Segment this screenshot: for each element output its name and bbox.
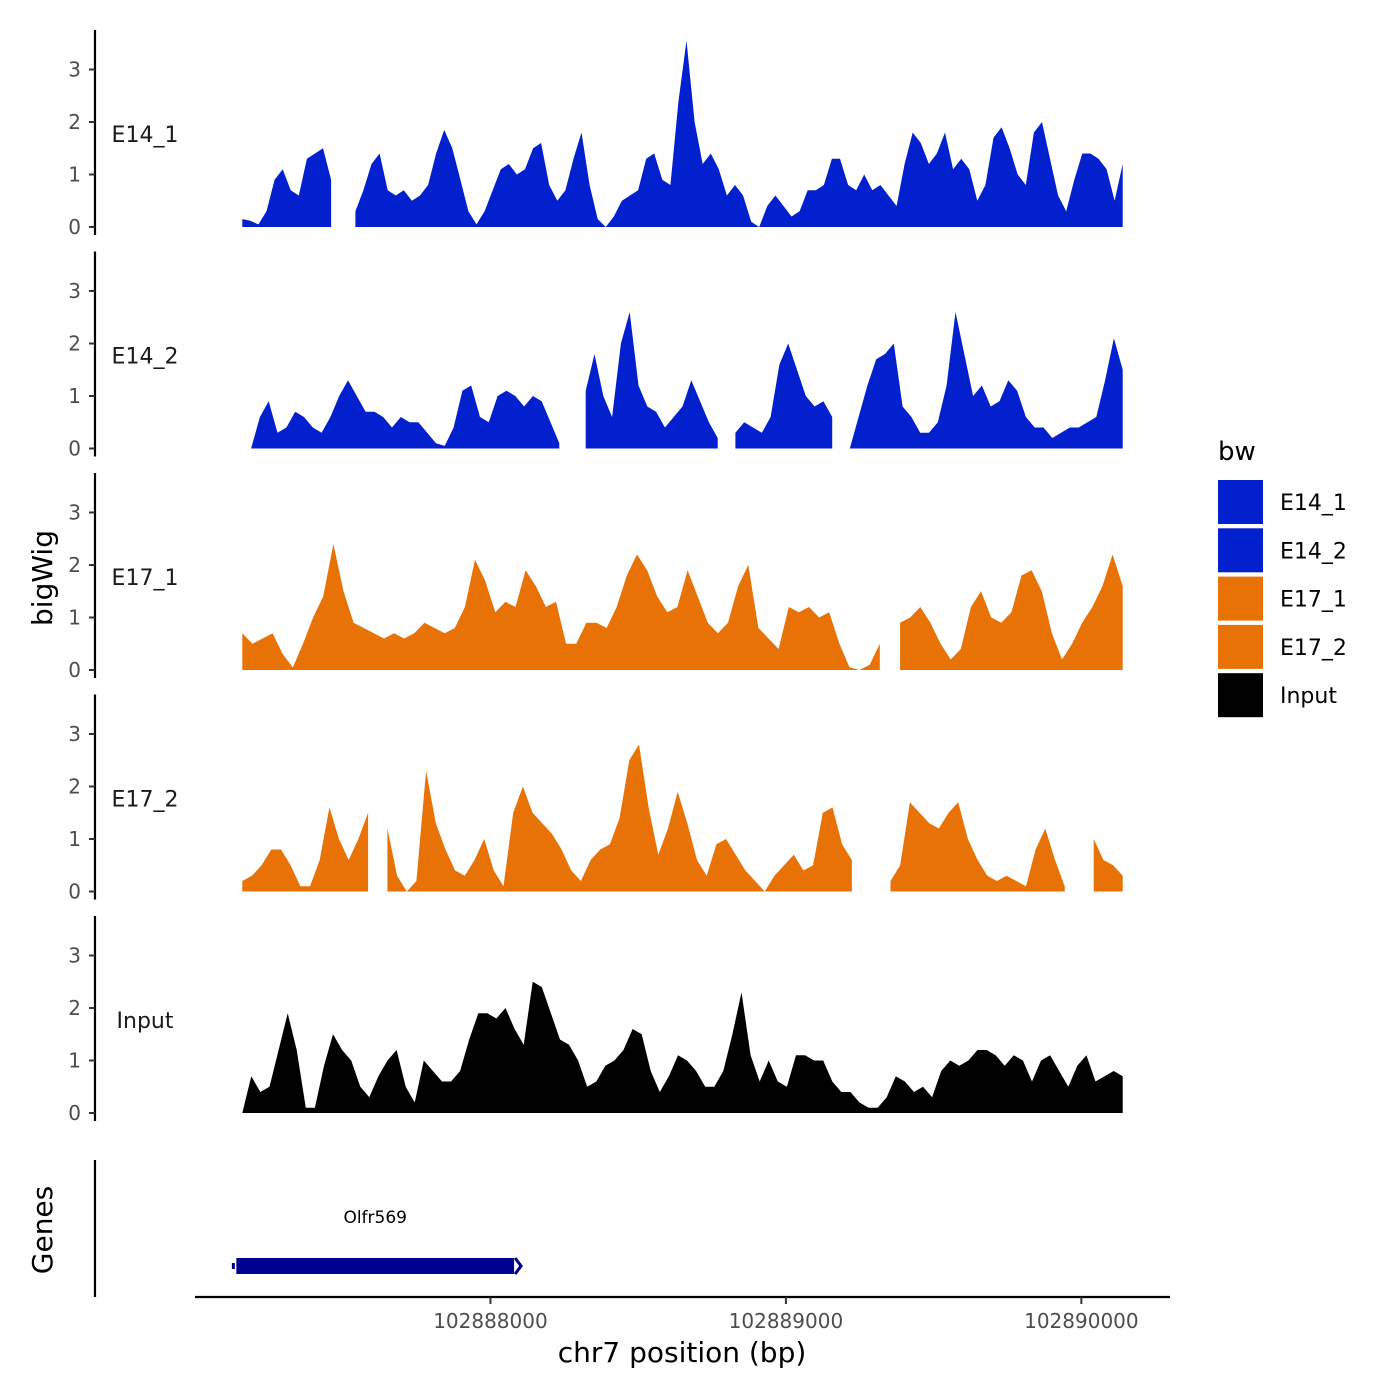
legend-label-Input: Input [1280,684,1337,709]
y-tick-label-E17_1-0: 0 [68,658,81,682]
x-tick-label-102889000: 102889000 [729,1309,844,1333]
track-label-E14_1: E14_1 [112,123,179,148]
y-tick-label-E14_1-0: 0 [68,215,81,239]
track-label-E17_1: E17_1 [112,566,179,591]
y-tick-label-E14_1-3: 3 [68,58,81,82]
signal-area-E17_1 [242,544,1123,670]
y-tick-label-E17_1-3: 3 [68,501,81,525]
y-tick-label-E14_2-2: 2 [68,332,81,356]
gene-label-Olfr569: Olfr569 [343,1208,407,1228]
signal-area-Input [242,981,1123,1113]
gene-panel: Olfr569 [93,1160,523,1297]
y-axis-title: bigWig [26,530,59,626]
y-tick-label-E17_2-3: 3 [68,722,81,746]
y-tick-label-E17_2-1: 1 [68,827,81,851]
legend-label-E14_1: E14_1 [1280,491,1347,516]
track-E17_2: 0 1 2 3 E17_2 [68,694,1123,904]
signal-area-E14_1 [242,40,1123,227]
track-panels: 0 1 2 3 E14_1 0 1 2 3 E14_2 0 1 2 3 E17_1 0 1 2 3 E17_2 0 1 2 3… [68,30,1123,1125]
legend-swatch-E14_2 [1218,528,1263,573]
legend-label-E17_1: E17_1 [1280,588,1347,613]
legend-swatch-E17_2 [1218,624,1263,669]
legend-swatch-E14_1 [1218,480,1263,524]
legend: bw E14_1 E14_2 E17_1 E17_2 Input [1218,437,1347,718]
y-tick-label-E14_1-2: 2 [68,110,81,134]
gene-body-Olfr569 [236,1258,515,1274]
y-tick-label-E17_2-0: 0 [68,880,81,904]
y-tick-label-E17_1-2: 2 [68,553,81,577]
y-tick-label-E17_1-1: 1 [68,606,81,630]
y-tick-label-E14_2-0: 0 [68,437,81,461]
legend-swatch-E17_1 [1218,576,1263,621]
track-label-Input: Input [117,1009,174,1034]
x-tick-label-102890000: 102890000 [1024,1309,1139,1333]
y-tick-label-E14_2-3: 3 [68,279,81,303]
y-tick-label-E17_2-2: 2 [68,775,81,799]
y-tick-label-E14_1-1: 1 [68,163,81,187]
legend-title: bw [1218,437,1256,467]
y-tick-label-Input-1: 1 [68,1049,81,1073]
legend-label-E17_2: E17_2 [1280,636,1347,661]
legend-swatch-Input [1218,673,1263,718]
track-E14_1: 0 1 2 3 E14_1 [68,30,1123,239]
track-label-E14_2: E14_2 [112,345,179,370]
track-E14_2: 0 1 2 3 E14_2 [68,251,1123,461]
legend-label-E14_2: E14_2 [1280,539,1347,564]
x-axis-title: chr7 position (bp) [558,1336,807,1369]
y-tick-label-E14_2-1: 1 [68,384,81,408]
x-axis: 102888000 102889000 102890000 [195,1295,1170,1333]
gene-strand-marker-Olfr569 [231,1257,523,1275]
genes-panel-title: Genes [26,1186,59,1274]
y-tick-label-Input-2: 2 [68,996,81,1020]
signal-area-E14_2 [251,312,1123,449]
track-label-E17_2: E17_2 [112,788,179,813]
track-E17_1: 0 1 2 3 E17_1 [68,473,1123,682]
signal-area-E17_2 [242,744,1123,892]
y-tick-label-Input-3: 3 [68,944,81,968]
x-tick-label-102888000: 102888000 [433,1309,548,1333]
y-tick-label-Input-0: 0 [68,1101,81,1125]
track-Input: 0 1 2 3 Input [68,916,1123,1125]
